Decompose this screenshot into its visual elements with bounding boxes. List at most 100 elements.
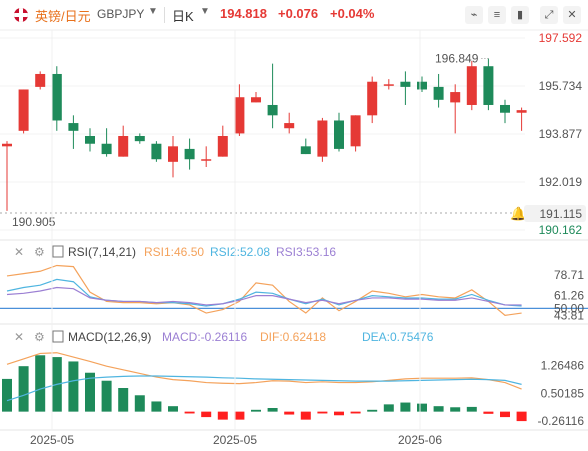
candle-body [85,135,95,144]
macd-bar [151,401,162,412]
rsi-header: ✕ ⚙ RSI(7,14,21) RSI1:46.50 RSI2:52.08 R… [14,245,336,259]
candle-body [118,135,129,157]
close-icon[interactable]: ✕ [563,6,581,24]
rsi-settings-icon[interactable]: ⚙ [34,245,45,259]
hide-macd-icon[interactable]: ✕ [14,330,24,344]
macd-bar [118,388,129,412]
rsi-series [0,264,588,316]
pair-code[interactable]: GBPJPY [97,7,145,21]
macd-bar [516,411,527,422]
price-tick-label: 195.734 [539,79,583,93]
last-price: 194.818 [220,6,267,21]
chevron-down-icon[interactable]: ▼ [148,6,158,17]
macd-bar [450,407,461,412]
macd-bar [334,411,344,416]
period-chevron-down-icon[interactable]: ▼ [200,6,210,17]
macd-bar [68,361,79,412]
dif-line [6,352,522,390]
candle-body [483,66,494,105]
candlestick-series: 196.849 190.905 🔔 191.115 [0,37,586,231]
candle-body [251,97,261,103]
candle-body [300,146,311,155]
macd-tick-label: -0.26116 [538,414,585,428]
price-tick-label: 193.877 [539,127,583,141]
macd-bar [300,411,311,420]
rsi-line-2 [6,278,522,307]
candle-body [267,104,278,116]
candle-body [284,123,295,129]
candle-body [400,81,411,87]
candle-body [466,66,477,105]
candle-body [201,159,212,161]
rsi-tick-label: 61.26 [554,288,584,302]
candle-body [68,123,79,131]
high-label: 196.849 [435,51,479,65]
macd-bar [184,411,195,414]
dif-value: DIF:0.62418 [260,330,326,344]
macd-axis: 1.26486 0.50185 -0.26116 [538,359,585,428]
pair-name[interactable]: 英镑/日元 [35,9,91,24]
candle-body [317,120,328,157]
low-label: 190.905 [12,215,56,229]
gbp-flag-icon [14,8,28,22]
candle-body [35,73,46,87]
divider [164,7,165,23]
date-tick-label: 2025-05 [213,433,257,447]
candle-body [367,81,378,116]
candle-body [217,135,228,157]
rsi-tick-label: 50.00 [554,301,584,315]
candle-body [168,146,178,162]
price-tick-label: 192.019 [539,175,583,189]
hide-rsi-icon[interactable]: ✕ [14,245,24,259]
macd-toggle-icon[interactable] [52,330,64,343]
macd-tick-label: 1.26486 [541,359,585,373]
rsi3-value: RSI3:53.16 [276,245,336,259]
macd-bar [18,366,29,412]
candle-body [516,110,527,113]
rsi-tick-label: 43.81 [554,309,584,323]
last-price-badge [524,205,586,222]
macd-bar [350,411,361,414]
rsi1-value: RSI1:46.50 [144,245,204,259]
expand-icon[interactable]: ⤢ [540,6,558,24]
macd-tick-label: 0.50185 [541,386,585,400]
price-change: +0.076 [278,6,319,21]
macd-settings-icon[interactable]: ⚙ [34,330,45,344]
macd-bar [134,395,145,412]
macd-bar [433,406,444,412]
macd-bar [500,411,510,418]
candle-body [417,81,427,90]
macd-bar [85,372,95,412]
candle-body [184,148,195,160]
macd-bar [317,411,328,414]
macd-bar [400,402,411,412]
indicator-icon[interactable]: ⌁ [465,6,483,24]
macd-bar [417,403,427,412]
rsi2-value: RSI2:52.08 [210,245,270,259]
last-price-label: 191.115 [540,207,583,221]
macd-name: MACD(12,26,9) [68,330,151,344]
candle-body [334,120,344,149]
candle-body [18,89,29,131]
macd-bar [217,411,228,420]
macd-bar [466,406,477,412]
candle-body [383,84,394,86]
rsi-toggle-icon[interactable] [52,245,64,258]
bell-icon[interactable]: 🔔 [510,206,526,221]
chart-header: 英镑/日元 GBPJPY ▼ 日K ▼ 194.818 +0.076 +0.04… [0,0,588,30]
macd-bar [267,408,278,412]
macd-bar [483,411,494,414]
macd-bar [367,409,378,412]
macd-value: MACD:-0.26116 [162,330,247,344]
settings-icon[interactable]: ≡ [488,6,506,24]
macd-bar [201,411,212,418]
rsi-tick-label: 78.71 [554,268,584,282]
candle-body [234,97,245,134]
candle-body [500,104,510,113]
candle-body [2,143,12,147]
candle-body [350,115,361,147]
chart-type-icon[interactable]: ▮ [511,6,529,24]
period-selector[interactable]: 日K [172,9,194,24]
